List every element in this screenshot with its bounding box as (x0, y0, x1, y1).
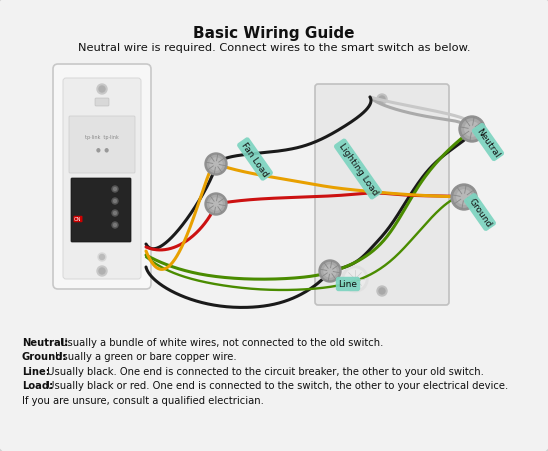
Text: ON: ON (74, 217, 82, 222)
FancyBboxPatch shape (53, 65, 151, 290)
FancyBboxPatch shape (71, 179, 131, 243)
Circle shape (205, 154, 227, 175)
FancyBboxPatch shape (63, 79, 141, 279)
Circle shape (97, 267, 107, 276)
Circle shape (208, 156, 225, 173)
Circle shape (99, 268, 105, 274)
Circle shape (97, 85, 107, 95)
Circle shape (112, 187, 118, 193)
Circle shape (457, 190, 471, 205)
FancyBboxPatch shape (69, 117, 135, 174)
Text: Usually a bundle of white wires, not connected to the old switch.: Usually a bundle of white wires, not con… (57, 337, 383, 347)
Circle shape (345, 269, 365, 290)
Circle shape (113, 212, 117, 215)
Text: Ground: Ground (467, 196, 493, 229)
Circle shape (113, 224, 117, 227)
Circle shape (377, 286, 387, 296)
Circle shape (465, 123, 479, 137)
Circle shape (454, 188, 474, 207)
Circle shape (113, 200, 117, 203)
Circle shape (462, 120, 482, 140)
Circle shape (451, 184, 477, 211)
Circle shape (377, 95, 387, 105)
Circle shape (112, 198, 118, 205)
Circle shape (98, 253, 106, 262)
Text: tp·link  tp·link: tp·link tp·link (85, 135, 119, 140)
Text: Usually a green or bare copper wire.: Usually a green or bare copper wire. (53, 352, 237, 362)
Circle shape (100, 255, 105, 260)
Circle shape (459, 117, 485, 143)
Circle shape (112, 222, 118, 229)
Circle shape (379, 288, 385, 295)
Circle shape (342, 267, 368, 292)
FancyBboxPatch shape (315, 85, 449, 305)
Circle shape (319, 260, 341, 282)
Circle shape (379, 97, 385, 103)
Text: Usually black. One end is connected to the circuit breaker, the other to your ol: Usually black. One end is connected to t… (44, 366, 484, 376)
Text: Neutral:: Neutral: (22, 337, 68, 347)
Circle shape (113, 188, 117, 191)
Text: Basic Wiring Guide: Basic Wiring Guide (193, 26, 355, 41)
Text: Fan Load: Fan Load (240, 141, 270, 179)
Circle shape (322, 263, 339, 280)
Circle shape (205, 193, 227, 216)
Circle shape (208, 196, 225, 213)
Text: Neutral: Neutral (475, 126, 501, 159)
Text: If you are unsure, consult a qualified electrician.: If you are unsure, consult a qualified e… (22, 395, 264, 405)
Text: Load:: Load: (22, 381, 53, 391)
Circle shape (210, 159, 222, 170)
Text: Line: Line (339, 280, 357, 289)
Text: Neutral wire is required. Connect wires to the smart switch as below.: Neutral wire is required. Connect wires … (78, 43, 470, 53)
Circle shape (324, 265, 336, 277)
Text: Ground:: Ground: (22, 352, 67, 362)
FancyBboxPatch shape (95, 99, 109, 107)
Text: Lighting Load: Lighting Load (336, 142, 379, 197)
Text: Line:: Line: (22, 366, 50, 376)
Circle shape (210, 198, 222, 211)
Text: ●  ●: ● ● (95, 147, 109, 152)
Circle shape (99, 87, 105, 93)
Text: Usually black or red. One end is connected to the switch, the other to your elec: Usually black or red. One end is connect… (44, 381, 508, 391)
Circle shape (112, 211, 118, 216)
